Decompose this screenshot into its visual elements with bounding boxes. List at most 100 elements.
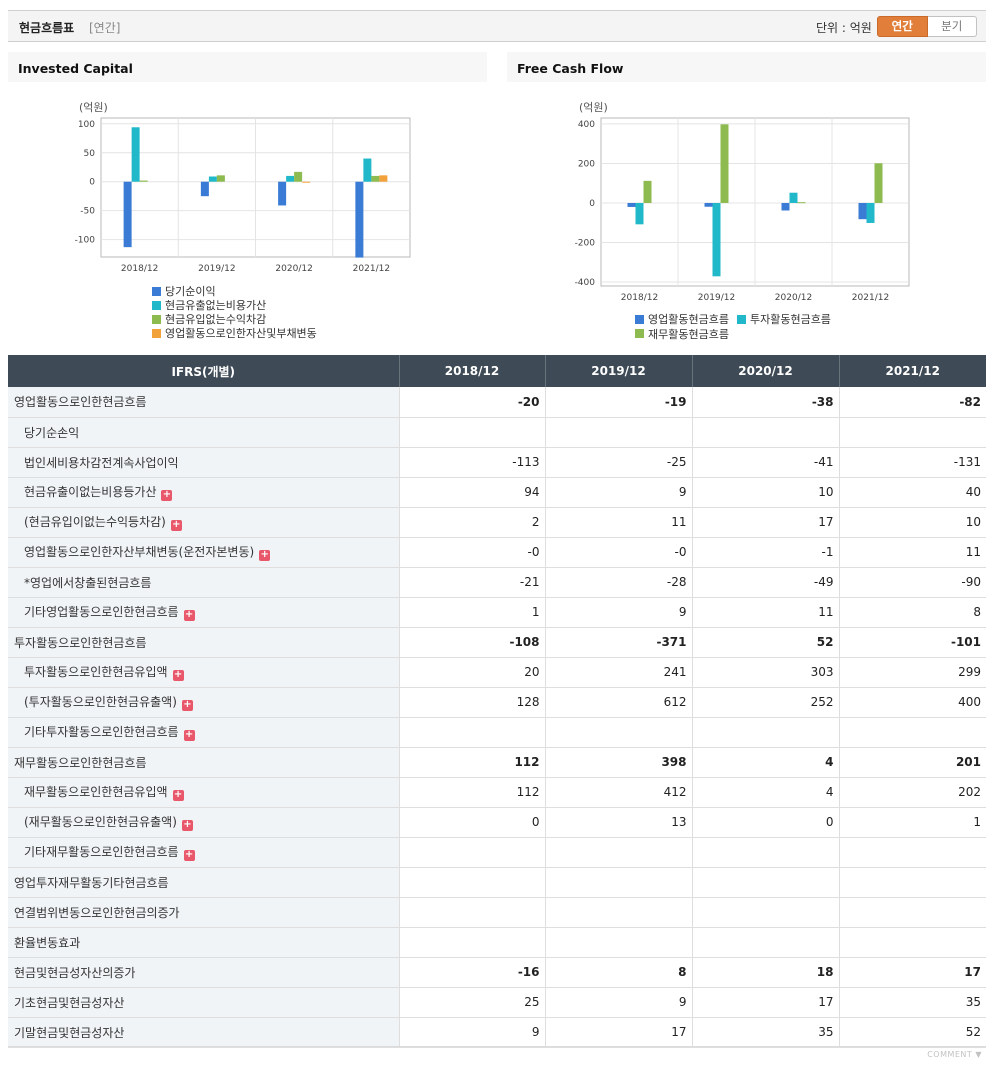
cell-value: 17 <box>838 956 986 988</box>
cell-value: 10 <box>838 507 986 538</box>
legend-swatch <box>152 328 161 338</box>
cell-value: 9 <box>398 1016 545 1048</box>
expand-plus-icon[interactable]: + <box>172 789 184 801</box>
expand-plus-icon[interactable]: + <box>170 519 182 531</box>
row-label-text: 현금및현금성자산의증가 <box>14 965 136 980</box>
bar <box>789 192 798 203</box>
legend-label: 현금유입없는수익차감 <box>165 313 267 326</box>
cell-value <box>398 926 545 958</box>
table-row: 재무활동으로인한현금흐름 112 398 4 201 <box>8 746 986 778</box>
cell-value <box>544 417 692 448</box>
cell-value: -41 <box>691 447 839 478</box>
bar <box>866 202 875 223</box>
bar <box>286 175 295 182</box>
column-header-year: 2019/12 <box>544 355 692 387</box>
cell-value <box>544 896 692 928</box>
bar <box>858 202 867 220</box>
row-label-text: 영업활동으로인한자산부채변동(운전자본변동) <box>24 545 255 559</box>
row-label-text: 기말현금및현금성자산 <box>14 1025 125 1040</box>
table-row: (투자활동으로인한현금유출액) +128 612 252 400 <box>8 687 986 718</box>
cell-value: -371 <box>544 626 692 658</box>
cell-value <box>544 866 692 898</box>
cell-value: 201 <box>838 746 986 778</box>
cashflow-table: IFRS(개별) 2018/12 2019/12 2020/12 2021/12… <box>8 355 986 1048</box>
cell-value <box>691 417 839 448</box>
y-tick-label: 100 <box>78 120 95 130</box>
bar <box>131 127 140 182</box>
expand-plus-icon[interactable]: + <box>183 729 195 741</box>
cell-value: -82 <box>838 387 986 418</box>
bar <box>200 181 209 197</box>
row-label: 법인세비용차감전계속사업이익 <box>8 447 399 478</box>
row-label: 투자활동으로인한현금유입액 + <box>8 657 399 688</box>
expand-plus-icon[interactable]: + <box>183 849 195 861</box>
cell-value: 400 <box>838 687 986 718</box>
cell-value: 40 <box>838 477 986 508</box>
table-row: 법인세비용차감전계속사업이익 -113 -25 -41 -131 <box>8 447 986 478</box>
legend-label: 당기순이익 <box>165 285 216 298</box>
table-row: 기타투자활동으로인한현금흐름 + <box>8 717 986 748</box>
expand-plus-icon[interactable]: + <box>181 699 193 711</box>
row-label-text: *영업에서창출된현금흐름 <box>24 575 152 590</box>
x-tick-label: 2019/12 <box>198 264 235 274</box>
x-tick-label: 2020/12 <box>275 264 312 274</box>
table-row: 기타재무활동으로인한현금흐름 + <box>8 837 986 868</box>
row-label: 영업활동으로인한자산부채변동(운전자본변동) + <box>8 537 399 568</box>
tab-annual[interactable]: 연간 <box>877 16 928 37</box>
cell-value <box>838 896 986 928</box>
y-tick-label: 0 <box>89 178 95 188</box>
x-tick-label: 2020/12 <box>775 293 812 303</box>
table-row: 기타영업활동으로인한현금흐름 +1 9 11 8 <box>8 597 986 628</box>
expand-plus-icon[interactable]: + <box>181 819 193 831</box>
column-header-ifrs: IFRS(개별) <box>8 355 399 387</box>
cell-value: 112 <box>398 746 545 778</box>
row-label: 재무활동으로인한현금흐름 <box>8 746 399 778</box>
y-tick-label: -200 <box>575 239 596 249</box>
legend-item: 당기순이익 <box>152 284 317 298</box>
legend-swatch <box>152 286 161 296</box>
x-tick-label: 2018/12 <box>121 264 158 274</box>
cell-value: 252 <box>691 687 839 718</box>
row-label: 투자활동으로인한현금흐름 <box>8 626 399 658</box>
row-label-text: 환율변동효과 <box>14 935 81 950</box>
row-label-text: 투자활동으로인한현금흐름 <box>14 635 147 650</box>
table-row: 영업투자재무활동기타현금흐름 <box>8 866 986 898</box>
row-label: 재무활동으로인한현금유입액 + <box>8 777 399 808</box>
comment-toggle[interactable]: COMMENT ▼ <box>927 1050 982 1059</box>
bar <box>627 202 636 207</box>
expand-plus-icon[interactable]: + <box>172 669 184 681</box>
cell-value: 94 <box>398 477 545 508</box>
cell-value <box>691 926 839 958</box>
cell-value <box>544 837 692 868</box>
unit-label: (억원) <box>579 101 608 114</box>
cell-value <box>838 866 986 898</box>
expand-plus-icon[interactable]: + <box>183 609 195 621</box>
cell-value <box>691 896 839 928</box>
row-label: 환율변동효과 <box>8 926 399 958</box>
tab-quarterly[interactable]: 분기 <box>927 16 977 37</box>
expand-plus-icon[interactable]: + <box>259 549 271 561</box>
row-label: 기초현금및현금성자산 <box>8 986 399 1018</box>
row-label: (재무활동으로인한현금유출액) + <box>8 807 399 838</box>
cashflow-header: 현금흐름표 [연간] 단위 : 억원 연간 분기 <box>8 10 986 42</box>
cell-value: -101 <box>838 626 986 658</box>
cell-value: 9 <box>544 597 692 628</box>
cell-value <box>838 417 986 448</box>
row-label-text: (투자활동으로인한현금유출액) <box>24 695 177 709</box>
legend-item: 투자활동현금흐름 <box>736 312 831 326</box>
expand-plus-icon[interactable]: + <box>161 489 173 501</box>
cell-value <box>398 896 545 928</box>
cell-value <box>691 717 839 748</box>
invested-capital-legend: 당기순이익 현금유출없는비용가산 현금유입없는수익차감 영업활동으로인한자산및부채변동 <box>152 284 317 340</box>
legend-label: 투자활동현금흐름 <box>749 313 831 326</box>
bar <box>294 171 303 182</box>
free-cash-flow-panel: Free Cash Flow (억원) 400 200 0 -200 -400 2018/1… <box>507 52 986 352</box>
cell-value: 1 <box>838 807 986 838</box>
cell-value: 17 <box>691 507 839 538</box>
free-cash-flow-title: Free Cash Flow <box>517 61 624 76</box>
bar <box>355 181 364 258</box>
legend-label: 영업활동으로인한자산및부채변동 <box>165 327 317 340</box>
cell-value <box>691 866 839 898</box>
table-row: 연결범위변동으로인한현금의증가 <box>8 896 986 928</box>
cell-value <box>398 717 545 748</box>
